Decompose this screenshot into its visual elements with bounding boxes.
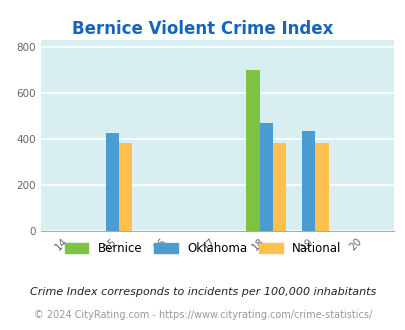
Bar [315,143,328,231]
Text: © 2024 CityRating.com - https://www.cityrating.com/crime-statistics/: © 2024 CityRating.com - https://www.city… [34,310,371,320]
Bar [246,70,259,231]
Bar [272,143,286,231]
Text: Bernice Violent Crime Index: Bernice Violent Crime Index [72,20,333,38]
Text: Crime Index corresponds to incidents per 100,000 inhabitants: Crime Index corresponds to incidents per… [30,287,375,297]
Bar [119,143,132,231]
Legend: Bernice, Oklahoma, National: Bernice, Oklahoma, National [64,242,341,255]
Bar [259,123,272,231]
Bar [106,133,119,231]
Bar [301,131,315,231]
